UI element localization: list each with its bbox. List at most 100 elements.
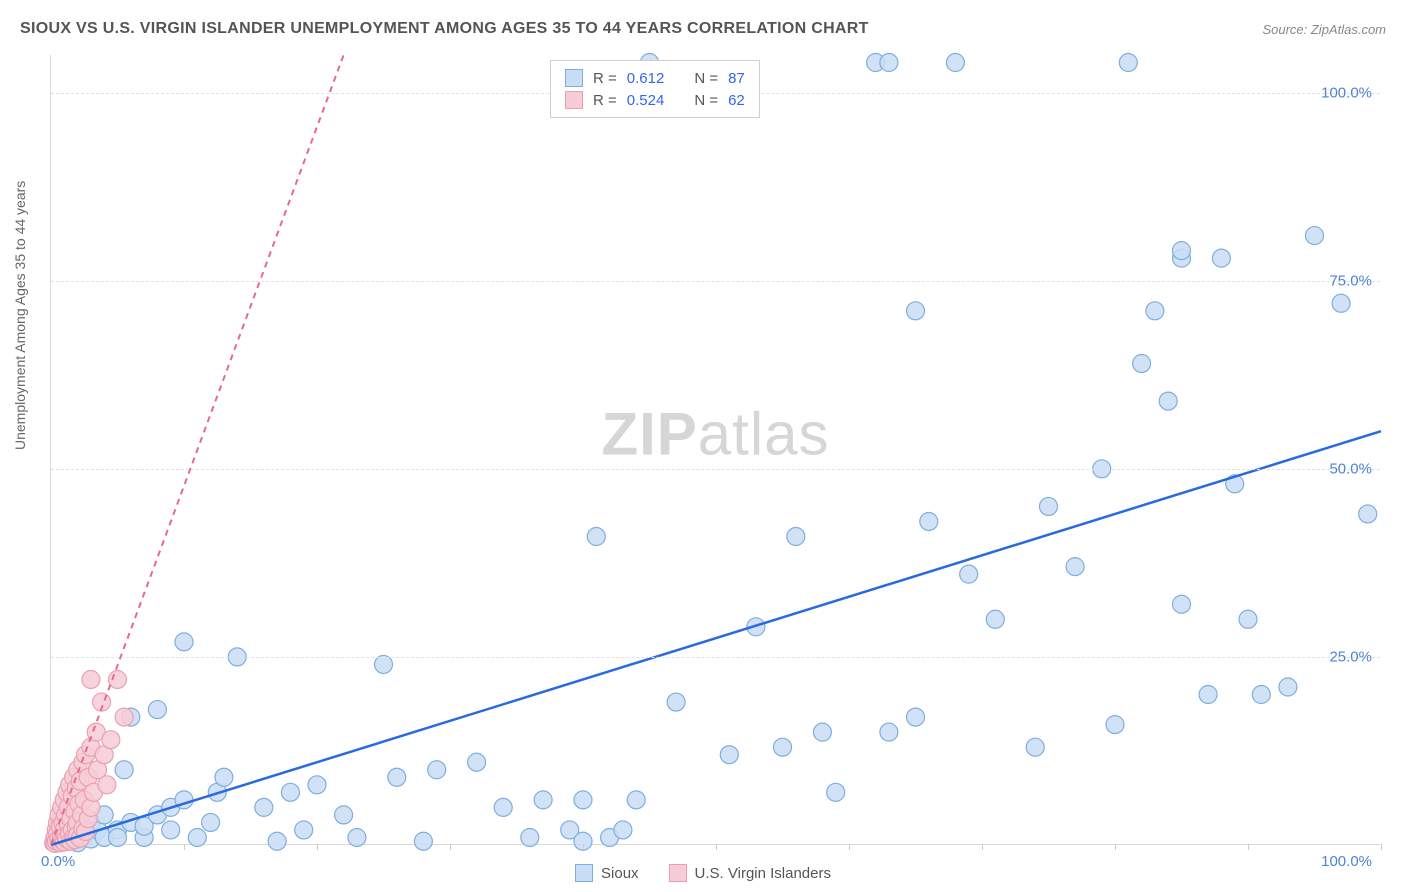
data-point	[82, 670, 100, 688]
data-point	[1066, 558, 1084, 576]
x-tick	[849, 844, 850, 850]
data-point	[614, 821, 632, 839]
x-tick	[982, 844, 983, 850]
data-point	[667, 693, 685, 711]
x-tick	[317, 844, 318, 850]
data-point	[1359, 505, 1377, 523]
gridline	[51, 469, 1380, 470]
data-point	[109, 828, 127, 846]
trend-line	[51, 55, 344, 845]
data-point	[255, 798, 273, 816]
data-point	[281, 783, 299, 801]
data-point	[1146, 302, 1164, 320]
data-point	[1239, 610, 1257, 628]
data-point	[388, 768, 406, 786]
r-label: R =	[593, 70, 617, 87]
data-point	[1306, 227, 1324, 245]
data-point	[109, 670, 127, 688]
data-point	[960, 565, 978, 583]
correlation-legend: R =0.612N =87R =0.524N =62	[550, 60, 760, 118]
data-point	[215, 768, 233, 786]
x-tick	[716, 844, 717, 850]
data-point	[946, 54, 964, 72]
data-point	[534, 791, 552, 809]
data-point	[880, 723, 898, 741]
data-point	[720, 746, 738, 764]
x-tick	[583, 844, 584, 850]
scatter-svg	[51, 55, 1380, 844]
x-tick	[1248, 844, 1249, 850]
data-point	[188, 828, 206, 846]
data-point	[335, 806, 353, 824]
legend-row: R =0.524N =62	[565, 89, 745, 111]
y-axis-label: Unemployment Among Ages 35 to 44 years	[12, 181, 28, 450]
legend-row: R =0.612N =87	[565, 67, 745, 89]
plot-area: ZIPatlas 0.0% 100.0% 25.0%50.0%75.0%100.…	[50, 55, 1380, 845]
data-point	[268, 832, 286, 850]
x-tick	[1381, 844, 1382, 850]
data-point	[1173, 242, 1191, 260]
legend-label: U.S. Virgin Islanders	[695, 865, 831, 882]
data-point	[102, 731, 120, 749]
data-point	[787, 528, 805, 546]
data-point	[1040, 497, 1058, 515]
y-tick-label: 50.0%	[1329, 460, 1372, 477]
data-point	[1133, 354, 1151, 372]
data-point	[1332, 294, 1350, 312]
data-point	[115, 708, 133, 726]
data-point	[920, 512, 938, 530]
data-point	[986, 610, 1004, 628]
n-value: 62	[728, 92, 745, 109]
data-point	[1212, 249, 1230, 267]
data-point	[907, 708, 925, 726]
data-point	[627, 791, 645, 809]
n-value: 87	[728, 70, 745, 87]
data-point	[468, 753, 486, 771]
data-point	[348, 828, 366, 846]
data-point	[202, 813, 220, 831]
x-tick	[1115, 844, 1116, 850]
data-point	[414, 832, 432, 850]
data-point	[827, 783, 845, 801]
data-point	[1199, 686, 1217, 704]
data-point	[521, 828, 539, 846]
data-point	[587, 528, 605, 546]
r-label: R =	[593, 92, 617, 109]
data-point	[375, 655, 393, 673]
data-point	[907, 302, 925, 320]
data-point	[774, 738, 792, 756]
data-point	[1159, 392, 1177, 410]
data-point	[115, 761, 133, 779]
legend-label: Sioux	[601, 865, 639, 882]
legend-swatch	[565, 69, 583, 87]
y-tick-label: 25.0%	[1329, 648, 1372, 665]
data-point	[428, 761, 446, 779]
data-point	[295, 821, 313, 839]
data-point	[1252, 686, 1270, 704]
data-point	[1106, 716, 1124, 734]
chart-title: SIOUX VS U.S. VIRGIN ISLANDER UNEMPLOYME…	[20, 20, 869, 38]
data-point	[494, 798, 512, 816]
data-point	[162, 821, 180, 839]
gridline	[51, 657, 1380, 658]
legend-swatch	[669, 864, 687, 882]
legend-item: U.S. Virgin Islanders	[669, 864, 831, 882]
x-tick	[184, 844, 185, 850]
x-axis-min-label: 0.0%	[41, 853, 75, 870]
legend-swatch	[575, 864, 593, 882]
series-legend: Sioux U.S. Virgin Islanders	[575, 864, 831, 882]
data-point	[1173, 595, 1191, 613]
data-point	[574, 791, 592, 809]
y-tick-label: 75.0%	[1329, 272, 1372, 289]
source-label: Source: ZipAtlas.com	[1262, 22, 1386, 37]
x-tick	[450, 844, 451, 850]
data-point	[308, 776, 326, 794]
data-point	[813, 723, 831, 741]
data-point	[148, 701, 166, 719]
data-point	[1026, 738, 1044, 756]
n-label: N =	[694, 92, 718, 109]
y-tick-label: 100.0%	[1321, 84, 1372, 101]
data-point	[1279, 678, 1297, 696]
x-axis-max-label: 100.0%	[1321, 853, 1372, 870]
data-point	[98, 776, 116, 794]
